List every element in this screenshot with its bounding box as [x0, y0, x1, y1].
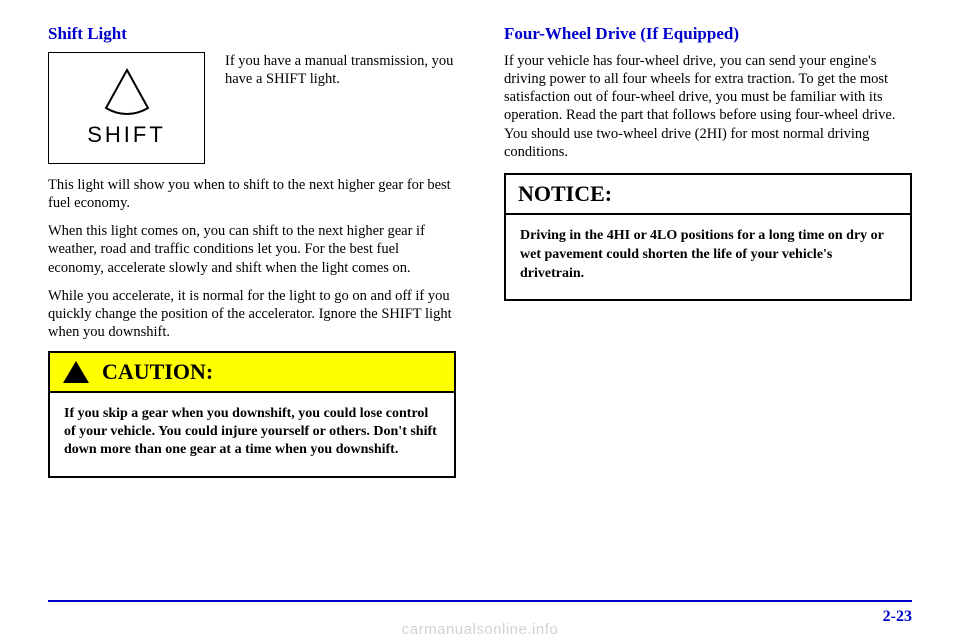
shift-arrow-icon: [102, 68, 152, 116]
left-column: Shift Light SHIFT If you have a manual t…: [48, 24, 456, 478]
heading-4wd: Four-Wheel Drive (If Equipped): [504, 24, 912, 44]
shift-row: SHIFT If you have a manual transmission,…: [48, 52, 456, 164]
caution-title: CAUTION:: [102, 359, 213, 385]
shift-intro-text: If you have a manual transmission, you h…: [225, 52, 456, 164]
notice-title: NOTICE:: [506, 175, 910, 215]
page-content: Shift Light SHIFT If you have a manual t…: [0, 0, 960, 478]
caution-header: CAUTION:: [50, 353, 454, 393]
caution-box: CAUTION: If you skip a gear when you dow…: [48, 351, 456, 478]
watermark-text: carmanualsonline.info: [0, 621, 960, 638]
right-column: Four-Wheel Drive (If Equipped) If your v…: [504, 24, 912, 478]
right-p1: If your vehicle has four-wheel drive, yo…: [504, 52, 912, 161]
shift-label-text: SHIFT: [87, 122, 166, 148]
shift-indicator-figure: SHIFT: [48, 52, 205, 164]
notice-body: Driving in the 4HI or 4LO positions for …: [506, 215, 910, 300]
caution-body: If you skip a gear when you downshift, y…: [50, 393, 454, 476]
footer-rule: [48, 600, 912, 602]
left-p2: When this light comes on, you can shift …: [48, 222, 456, 276]
notice-box: NOTICE: Driving in the 4HI or 4LO positi…: [504, 173, 912, 302]
left-p3: While you accelerate, it is normal for t…: [48, 287, 456, 341]
heading-shift-light: Shift Light: [48, 24, 456, 44]
left-p1: This light will show you when to shift t…: [48, 176, 456, 212]
warning-triangle-icon: [62, 360, 90, 384]
